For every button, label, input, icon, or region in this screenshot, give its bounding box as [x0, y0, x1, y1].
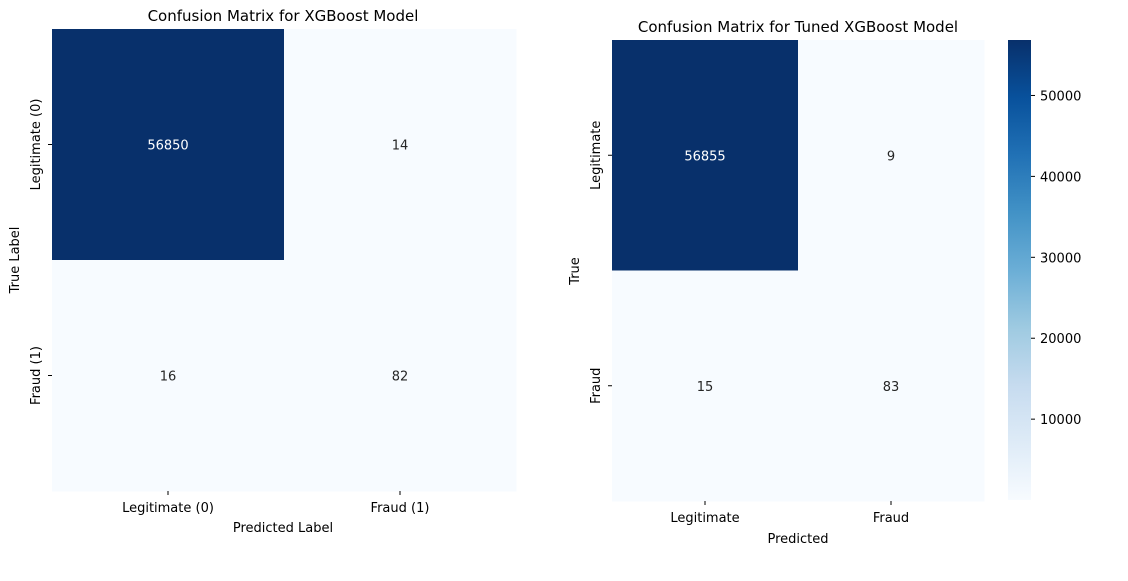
- heatmap-cell: [612, 40, 799, 271]
- cell-value-label: 9: [887, 149, 895, 164]
- axis-ticks: Legitimate (0) Fraud (1) Legitimate (0) Fra…: [29, 99, 429, 516]
- colorbar-tick-label: 20000: [1040, 332, 1081, 347]
- x-axis-label: Predicted: [767, 532, 828, 547]
- y-tick-label: Legitimate (0): [29, 99, 44, 191]
- chart-title: Confusion Matrix for Tuned XGBoost Model: [638, 18, 958, 36]
- confusion-matrix-xgboost: Confusion Matrix for XGBoost Model 56850…: [8, 7, 517, 536]
- axis-ticks: Legitimate Fraud Legitimate Fraud: [589, 121, 909, 526]
- heatmap-cell: [612, 270, 799, 502]
- y-tick-label: Legitimate: [589, 121, 604, 190]
- heatmap-cells: 56850 14 16 82: [52, 29, 517, 492]
- y-axis-label: True Label: [8, 227, 23, 295]
- colorbar-tick-label: 50000: [1040, 89, 1081, 104]
- cell-value-label: 56855: [684, 149, 725, 164]
- x-tick-label: Fraud (1): [371, 501, 430, 516]
- y-axis-label: True: [568, 257, 583, 286]
- x-tick-label: Legitimate (0): [122, 501, 214, 516]
- heatmap-cell: [798, 40, 985, 271]
- colorbar-tick-label: 30000: [1040, 251, 1081, 266]
- cell-value-label: 15: [697, 380, 714, 395]
- cell-value-label: 82: [392, 370, 409, 385]
- cell-value-label: 14: [392, 139, 409, 154]
- chart-title: Confusion Matrix for XGBoost Model: [148, 7, 419, 25]
- x-axis-label: Predicted Label: [233, 521, 333, 536]
- y-tick-label: Fraud (1): [29, 346, 44, 405]
- cell-value-label: 16: [160, 370, 177, 385]
- confusion-matrix-tuned-xgboost: Confusion Matrix for Tuned XGBoost Model…: [568, 18, 985, 547]
- colorbar-ticks: 10000 20000 30000 40000 50000: [1031, 89, 1081, 428]
- colorbar-gradient: [1008, 40, 1031, 500]
- heatmap-cell: [52, 29, 285, 261]
- heatmap-cell: [52, 260, 285, 492]
- heatmap-cell: [798, 270, 985, 502]
- heatmap-cell: [284, 29, 517, 261]
- cell-value-label: 56850: [147, 139, 188, 154]
- y-tick-label: Fraud: [589, 368, 604, 404]
- heatmap-cell: [284, 260, 517, 492]
- colorbar-tick-label: 10000: [1040, 413, 1081, 428]
- cell-value-label: 83: [883, 380, 900, 395]
- colorbar-tick-label: 40000: [1040, 170, 1081, 185]
- x-tick-label: Fraud: [873, 511, 909, 526]
- colorbar: 10000 20000 30000 40000 50000: [1008, 40, 1081, 500]
- x-tick-label: Legitimate: [670, 511, 739, 526]
- heatmap-cells: 56855 9 15 83: [612, 40, 985, 502]
